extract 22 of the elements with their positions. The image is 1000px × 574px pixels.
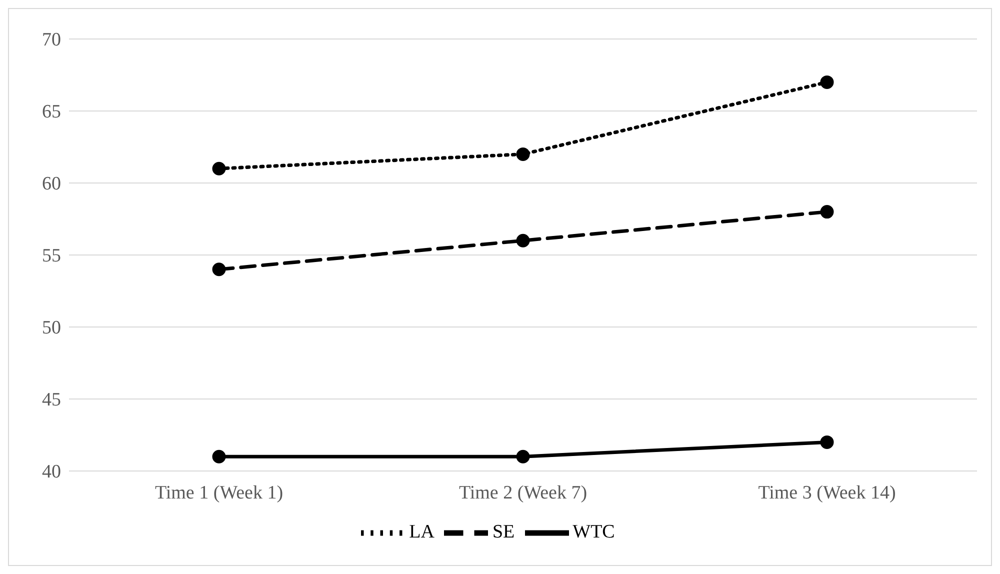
- y-tick-label: 50: [42, 318, 61, 339]
- x-tick-label: Time 2 (Week 7): [458, 482, 588, 504]
- y-tick-label: 40: [42, 462, 61, 483]
- point: [820, 435, 834, 449]
- point: [212, 450, 226, 464]
- point: [516, 147, 530, 161]
- x-tick-label: Time 3 (Week 14): [758, 482, 896, 504]
- point: [212, 262, 226, 276]
- y-tick-label: 45: [42, 390, 61, 411]
- point: [212, 162, 226, 176]
- legend-label: LA: [409, 521, 434, 542]
- y-tick-label: 60: [42, 174, 61, 195]
- point: [516, 234, 530, 248]
- point: [820, 75, 834, 89]
- point: [516, 450, 530, 464]
- legend-label: WTC: [572, 521, 615, 542]
- y-tick-label: 70: [42, 30, 61, 51]
- point: [820, 205, 834, 219]
- y-tick-label: 55: [42, 246, 61, 267]
- legend-label: SE: [492, 521, 515, 542]
- x-tick-label: Time 1 (Week 1): [154, 482, 284, 504]
- y-tick-label: 65: [42, 102, 61, 123]
